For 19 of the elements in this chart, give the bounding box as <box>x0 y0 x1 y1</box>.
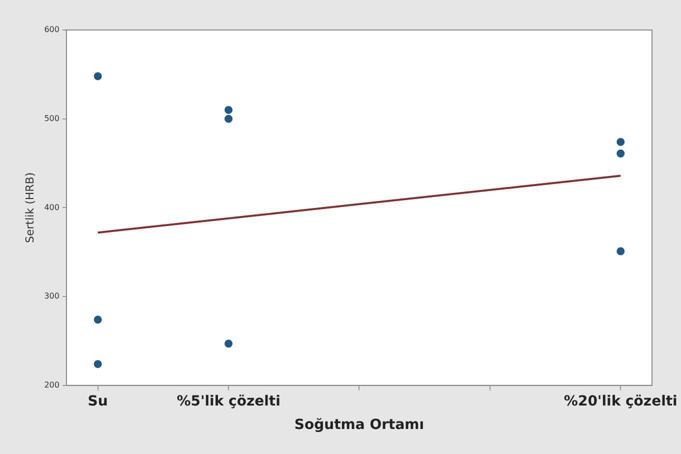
point <box>224 340 233 348</box>
point <box>616 150 625 158</box>
y-axis-title: Sertlik (HRB) <box>23 172 36 244</box>
point <box>94 316 102 324</box>
point <box>94 360 102 368</box>
x-tick-label: %20'lik çözelti <box>564 393 678 410</box>
point <box>224 114 233 123</box>
y-tick-label: 200 <box>44 380 60 390</box>
y-tick-label: 600 <box>44 25 60 34</box>
x-axis-title: Soğutma Ortamı <box>294 417 424 434</box>
point <box>224 106 233 114</box>
x-tick-label: Su <box>88 393 108 410</box>
y-tick-label: 400 <box>44 202 60 212</box>
x-tick-label: %5'lik çözelti <box>176 393 280 410</box>
y-tick-label: 300 <box>44 292 60 301</box>
point <box>616 138 625 146</box>
point <box>94 72 102 80</box>
point <box>616 247 625 256</box>
y-tick-label: 500 <box>44 114 60 123</box>
